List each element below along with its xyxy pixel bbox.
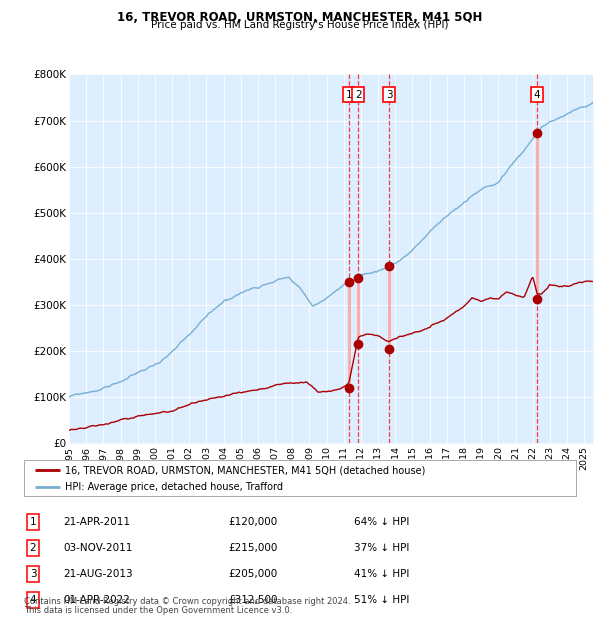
Text: 16, TREVOR ROAD, URMSTON, MANCHESTER, M41 5QH: 16, TREVOR ROAD, URMSTON, MANCHESTER, M4… (118, 11, 482, 24)
Text: 01-APR-2022: 01-APR-2022 (63, 595, 130, 605)
Text: £312,500: £312,500 (228, 595, 277, 605)
Text: 21-AUG-2013: 21-AUG-2013 (63, 569, 133, 579)
Text: Contains HM Land Registry data © Crown copyright and database right 2024.: Contains HM Land Registry data © Crown c… (24, 597, 350, 606)
Text: £205,000: £205,000 (228, 569, 277, 579)
Text: 51% ↓ HPI: 51% ↓ HPI (354, 595, 409, 605)
Text: 41% ↓ HPI: 41% ↓ HPI (354, 569, 409, 579)
Text: 1: 1 (29, 517, 37, 527)
Text: 03-NOV-2011: 03-NOV-2011 (63, 543, 133, 553)
Text: 3: 3 (386, 90, 392, 100)
Text: 3: 3 (29, 569, 37, 579)
Text: 16, TREVOR ROAD, URMSTON, MANCHESTER, M41 5QH (detached house): 16, TREVOR ROAD, URMSTON, MANCHESTER, M4… (65, 465, 426, 475)
Text: 4: 4 (533, 90, 540, 100)
Text: 4: 4 (29, 595, 37, 605)
Text: 1: 1 (346, 90, 352, 100)
Text: 21-APR-2011: 21-APR-2011 (63, 517, 130, 527)
Text: Price paid vs. HM Land Registry's House Price Index (HPI): Price paid vs. HM Land Registry's House … (151, 20, 449, 30)
Text: 2: 2 (355, 90, 362, 100)
Text: 37% ↓ HPI: 37% ↓ HPI (354, 543, 409, 553)
Text: £120,000: £120,000 (228, 517, 277, 527)
Text: This data is licensed under the Open Government Licence v3.0.: This data is licensed under the Open Gov… (24, 606, 292, 615)
Text: 2: 2 (29, 543, 37, 553)
Text: 64% ↓ HPI: 64% ↓ HPI (354, 517, 409, 527)
Text: HPI: Average price, detached house, Trafford: HPI: Average price, detached house, Traf… (65, 482, 283, 492)
Text: £215,000: £215,000 (228, 543, 277, 553)
